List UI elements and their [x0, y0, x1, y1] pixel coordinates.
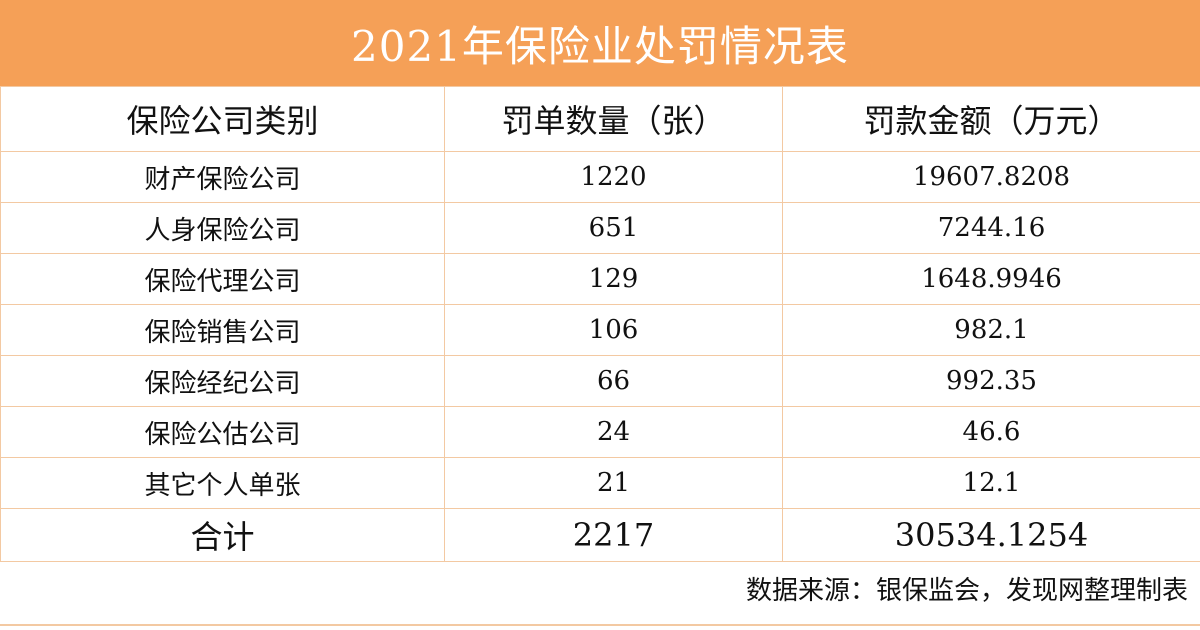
cell-company-type: 人身保险公司 — [0, 202, 445, 254]
table-row: 财产保险公司 1220 19607.8208 — [0, 151, 1200, 203]
table-row: 人身保险公司 651 7244.16 — [0, 202, 1200, 254]
total-fine-amount: 30534.1254 — [782, 508, 1200, 562]
cell-ticket-count: 106 — [444, 304, 783, 356]
cell-company-type: 其它个人单张 — [0, 457, 445, 509]
table-row: 保险销售公司 106 982.1 — [0, 304, 1200, 356]
table-row: 保险经纪公司 66 992.35 — [0, 355, 1200, 407]
cell-ticket-count: 21 — [444, 457, 783, 509]
cell-company-type: 保险经纪公司 — [0, 355, 445, 407]
cell-fine-amount: 19607.8208 — [782, 151, 1200, 203]
data-source-note: 数据来源：银保监会，发现网整理制表 — [745, 576, 1188, 606]
total-label: 合计 — [0, 508, 445, 562]
cell-fine-amount: 46.6 — [782, 406, 1200, 458]
penalty-table: 保险公司类别 罚单数量（张） 罚款金额（万元） 财产保险公司 1220 1960… — [0, 86, 1200, 562]
table-row: 保险公估公司 24 46.6 — [0, 406, 1200, 458]
cell-fine-amount: 982.1 — [782, 304, 1200, 356]
cell-company-type: 财产保险公司 — [0, 151, 445, 203]
cell-ticket-count: 129 — [444, 253, 783, 305]
header-company-type: 保险公司类别 — [0, 86, 445, 152]
header-row: 保险公司类别 罚单数量（张） 罚款金额（万元） — [0, 86, 1200, 152]
cell-ticket-count: 66 — [444, 355, 783, 407]
cell-ticket-count: 1220 — [444, 151, 783, 203]
cell-ticket-count: 24 — [444, 406, 783, 458]
header-ticket-count: 罚单数量（张） — [444, 86, 783, 152]
cell-company-type: 保险公估公司 — [0, 406, 445, 458]
cell-fine-amount: 1648.9946 — [782, 253, 1200, 305]
cell-company-type: 保险销售公司 — [0, 304, 445, 356]
cell-ticket-count: 651 — [444, 202, 783, 254]
table-row: 保险代理公司 129 1648.9946 — [0, 253, 1200, 305]
table-row: 其它个人单张 21 12.1 — [0, 457, 1200, 509]
total-ticket-count: 2217 — [444, 508, 783, 562]
bottom-divider — [0, 624, 1200, 626]
cell-fine-amount: 992.35 — [782, 355, 1200, 407]
cell-fine-amount: 7244.16 — [782, 202, 1200, 254]
table-title: 2021年保险业处罚情况表 — [0, 0, 1200, 86]
cell-company-type: 保险代理公司 — [0, 253, 445, 305]
total-row: 合计 2217 30534.1254 — [0, 508, 1200, 562]
cell-fine-amount: 12.1 — [782, 457, 1200, 509]
header-fine-amount: 罚款金额（万元） — [782, 86, 1200, 152]
